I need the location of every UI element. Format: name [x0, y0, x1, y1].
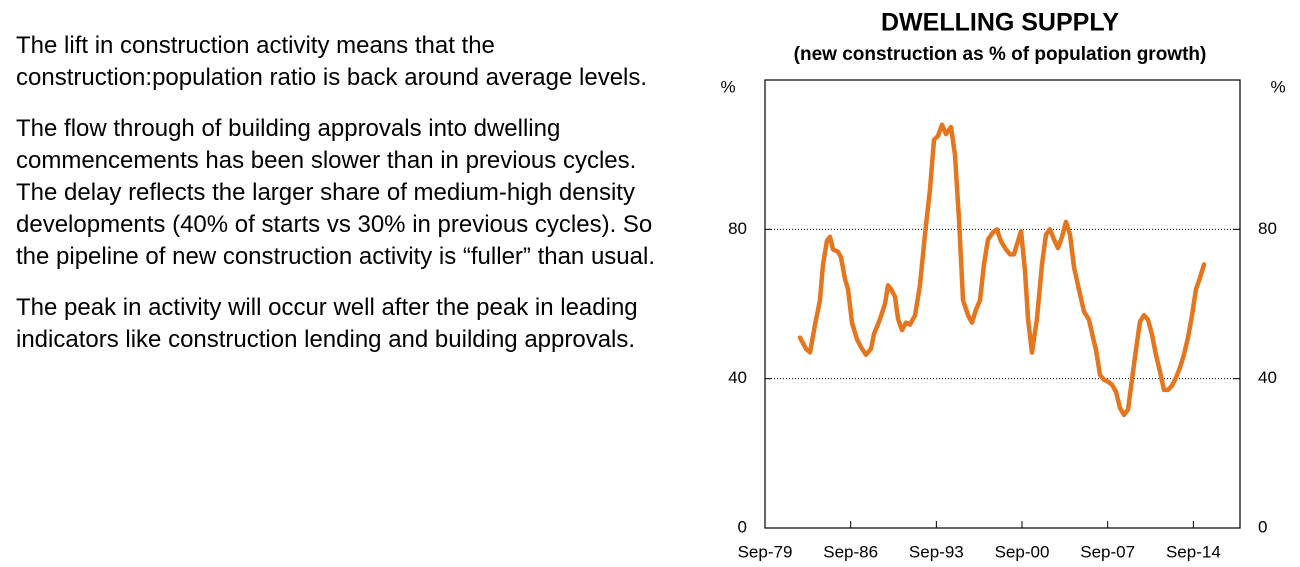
- x-tick-label: Sep-07: [1080, 542, 1135, 561]
- text-panel: The lift in construction activity means …: [16, 30, 656, 375]
- y-tick-label: 80: [728, 219, 747, 238]
- y2-unit: %: [1270, 77, 1285, 96]
- paragraph: The flow through of building approvals i…: [16, 115, 655, 270]
- x-tick-label: Sep-00: [995, 542, 1050, 561]
- data-line: [797, 122, 1207, 418]
- y2-tick-label: 80: [1258, 219, 1277, 238]
- x-tick-label: Sep-93: [909, 542, 964, 561]
- paragraph: The lift in construction activity means …: [16, 32, 648, 91]
- x-tick-label: Sep-79: [738, 542, 793, 561]
- y-tick-label: 40: [728, 368, 747, 387]
- y2-tick-label: 0: [1258, 517, 1267, 536]
- chart-title: DWELLING SUPPLY: [881, 9, 1119, 37]
- x-tick-label: Sep-14: [1166, 542, 1221, 561]
- chart-subtitle: (new construction as % of population gro…: [794, 44, 1207, 65]
- x-tick-label: Sep-86: [823, 542, 878, 561]
- y-unit: %: [720, 77, 735, 96]
- plot-frame: [764, 79, 1241, 529]
- y2-tick-label: 40: [1258, 368, 1277, 387]
- paragraph: The peak in activity will occur well aft…: [16, 294, 638, 353]
- y-tick-label: 0: [738, 517, 747, 536]
